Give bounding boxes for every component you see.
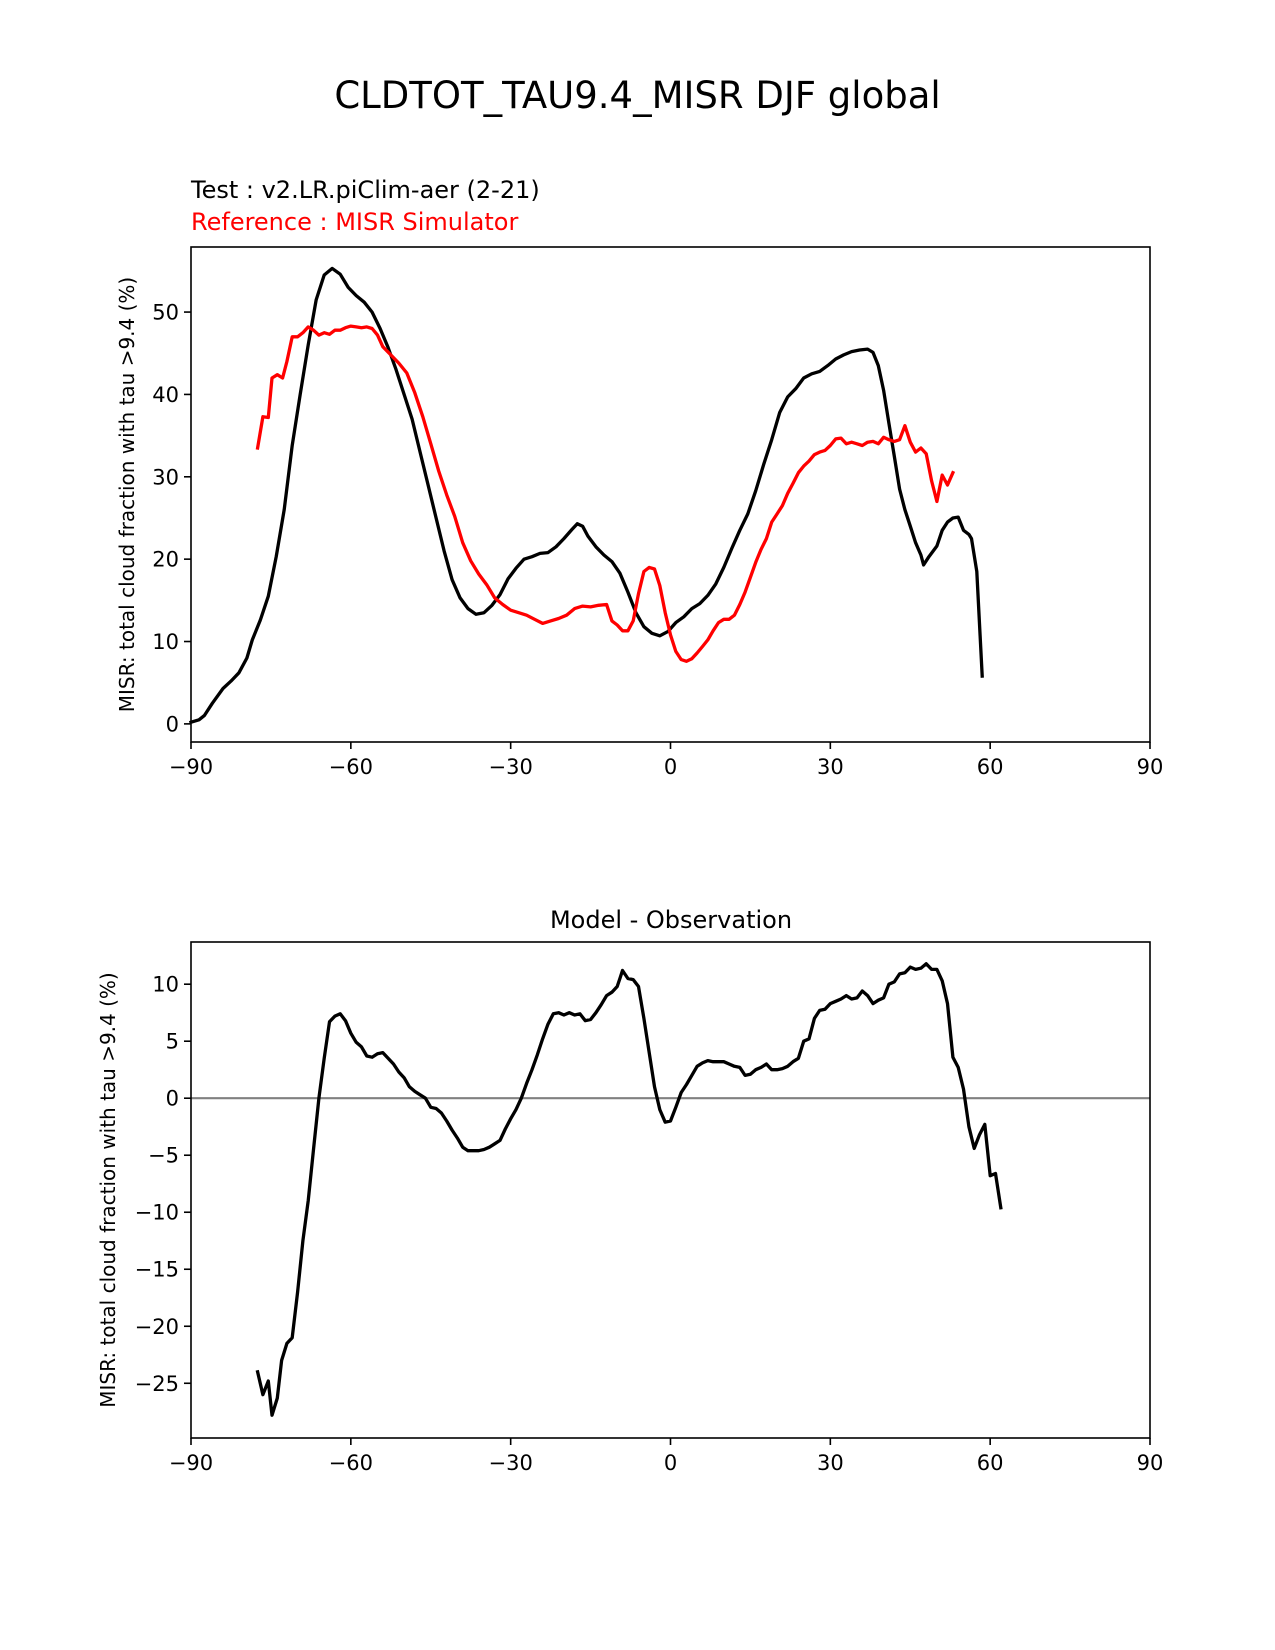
bottom-ytick-label: −25: [135, 1372, 179, 1396]
bottom-xtick-label: −90: [169, 1451, 213, 1475]
top-xtick-label: 90: [1137, 755, 1164, 779]
bottom-plot: −90 −60 −30 0 30 60 90 −25 −20 −15 −10 −5 0 5 10 MISR: …: [96, 941, 1164, 1475]
bottom-series-line-0: [255, 962, 1003, 1417]
bottom-plot-title: Model - Observation: [549, 906, 793, 934]
top-xtick-label: −60: [329, 755, 373, 779]
top-xtick-label: 30: [817, 755, 844, 779]
top-axes-frame: [190, 246, 1151, 743]
top-xtick-label: 60: [977, 755, 1004, 779]
top-ytick-label: 0: [166, 712, 179, 736]
top-ytick-label: 30: [152, 465, 179, 489]
bottom-ytick-label: 0: [166, 1087, 179, 1111]
top-ytick-label: 10: [152, 630, 179, 654]
reference-label: Reference : MISR Simulator: [191, 208, 519, 236]
test-label: Test : v2.LR.piClim-aer (2-21): [191, 176, 540, 204]
bottom-xtick-label: −30: [489, 1451, 533, 1475]
bottom-xtick-label: −60: [329, 1451, 373, 1475]
top-series-line-0: [188, 266, 984, 725]
bottom-xtick-label: 0: [664, 1451, 677, 1475]
bottom-ytick-label: −5: [148, 1144, 179, 1168]
figure-title: CLDTOT_TAU9.4_MISR DJF global: [334, 74, 941, 117]
top-ytick-label: 20: [152, 548, 179, 572]
top-plot: −90 −60 −30 0 30 60 90 0 10 20 30 40 50 MISR: total c…: [115, 246, 1164, 779]
bottom-ytick-label: 5: [166, 1030, 179, 1054]
bottom-ytick-label: −10: [135, 1201, 179, 1225]
bottom-xtick-label: 30: [817, 1451, 844, 1475]
bottom-ytick-label: −15: [135, 1258, 179, 1282]
bottom-ytick-label: −20: [135, 1315, 179, 1339]
bottom-xtick-label: 90: [1137, 1451, 1164, 1475]
bottom-ytick-label: 10: [152, 973, 179, 997]
bottom-ylabel: MISR: total cloud fraction with tau >9.4…: [96, 972, 120, 1407]
bottom-xtick-label: 60: [977, 1451, 1004, 1475]
top-xtick-label: 0: [664, 755, 677, 779]
top-xtick-label: −30: [489, 755, 533, 779]
top-ytick-label: 50: [152, 301, 179, 325]
top-ylabel: MISR: total cloud fraction with tau >9.4…: [115, 277, 139, 712]
top-ytick-label: 40: [152, 383, 179, 407]
top-xtick-label: −90: [169, 755, 213, 779]
top-series-line-1: [255, 324, 956, 663]
